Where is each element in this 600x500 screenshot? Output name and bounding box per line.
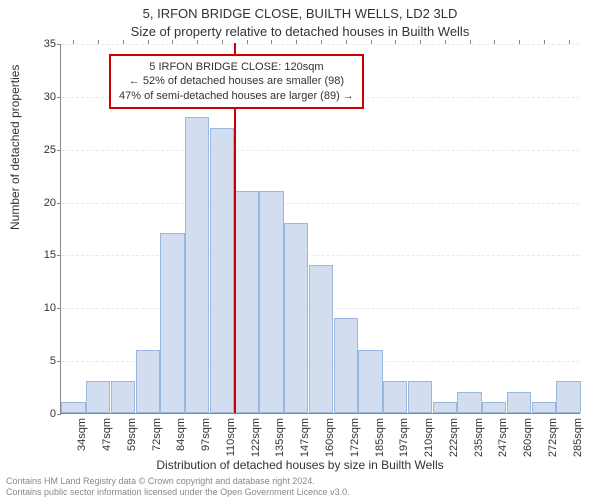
x-tick-label: 172sqm	[349, 418, 361, 457]
x-tick-label: 285sqm	[572, 418, 584, 457]
histogram-bar	[160, 233, 184, 413]
chart-title: 5, IRFON BRIDGE CLOSE, BUILTH WELLS, LD2…	[0, 6, 600, 21]
x-tick-label: 197sqm	[398, 418, 410, 457]
histogram-bar	[235, 191, 259, 413]
annotation-line: 47% of semi-detached houses are larger (…	[119, 89, 354, 103]
x-tick-label: 34sqm	[76, 418, 88, 451]
y-tick-label: 25	[44, 144, 56, 156]
x-tick-label: 84sqm	[175, 418, 187, 451]
gridline	[61, 255, 580, 256]
x-tick-label: 122sqm	[250, 418, 262, 457]
x-tick-label: 59sqm	[126, 418, 138, 451]
x-tick-label: 247sqm	[497, 418, 509, 457]
gridline	[61, 150, 580, 151]
gridline	[61, 203, 580, 204]
y-tick-label: 20	[44, 197, 56, 209]
x-tick-label: 235sqm	[473, 418, 485, 457]
footer-attribution: Contains HM Land Registry data © Crown c…	[6, 476, 350, 498]
x-tick-label: 272sqm	[547, 418, 559, 457]
footer-line-1: Contains HM Land Registry data © Crown c…	[6, 476, 350, 487]
histogram-bar	[61, 402, 85, 413]
histogram-bar	[408, 381, 432, 413]
histogram-bar	[358, 350, 382, 413]
plot-area: 5 IRFON BRIDGE CLOSE: 120sqm← 52% of det…	[60, 44, 580, 414]
annotation-box: 5 IRFON BRIDGE CLOSE: 120sqm← 52% of det…	[109, 54, 364, 109]
chart-subtitle: Size of property relative to detached ho…	[0, 24, 600, 39]
annotation-line: 5 IRFON BRIDGE CLOSE: 120sqm	[119, 60, 354, 74]
x-tick-label: 185sqm	[374, 418, 386, 457]
histogram-bar	[210, 128, 234, 413]
annotation-line: ← 52% of detached houses are smaller (98…	[119, 74, 354, 88]
x-tick-label: 260sqm	[522, 418, 534, 457]
y-tick-label: 5	[50, 355, 56, 367]
gridline	[61, 44, 580, 45]
y-tick-label: 0	[50, 408, 56, 420]
histogram-bar	[86, 381, 110, 413]
histogram-bar	[556, 381, 580, 413]
histogram-bar	[111, 381, 135, 413]
histogram-bar	[136, 350, 160, 413]
x-tick-label: 47sqm	[101, 418, 113, 451]
y-tick-label: 35	[44, 38, 56, 50]
x-tick-label: 135sqm	[274, 418, 286, 457]
histogram-bar	[185, 117, 209, 413]
histogram-bar	[284, 223, 308, 413]
y-tick-label: 30	[44, 91, 56, 103]
histogram-bar	[457, 392, 481, 413]
y-tick-label: 10	[44, 302, 56, 314]
histogram-bar	[334, 318, 358, 413]
y-tick-label: 15	[44, 249, 56, 261]
footer-line-2: Contains public sector information licen…	[6, 487, 350, 498]
x-tick-label: 160sqm	[324, 418, 336, 457]
y-ticks: 05101520253035	[0, 44, 58, 414]
histogram-bar	[433, 402, 457, 413]
x-tick-label: 210sqm	[423, 418, 435, 457]
histogram-bar	[383, 381, 407, 413]
x-tick-label: 110sqm	[225, 418, 237, 456]
x-tick-label: 72sqm	[151, 418, 163, 451]
chart-container: 5, IRFON BRIDGE CLOSE, BUILTH WELLS, LD2…	[0, 0, 600, 500]
histogram-bar	[482, 402, 506, 413]
x-tick-label: 147sqm	[299, 418, 311, 457]
histogram-bar	[507, 392, 531, 413]
histogram-bar	[532, 402, 556, 413]
x-tick-label: 97sqm	[200, 418, 212, 451]
histogram-bar	[309, 265, 333, 413]
histogram-bar	[259, 191, 283, 413]
x-axis-label: Distribution of detached houses by size …	[0, 458, 600, 472]
x-tick-label: 222sqm	[448, 418, 460, 457]
